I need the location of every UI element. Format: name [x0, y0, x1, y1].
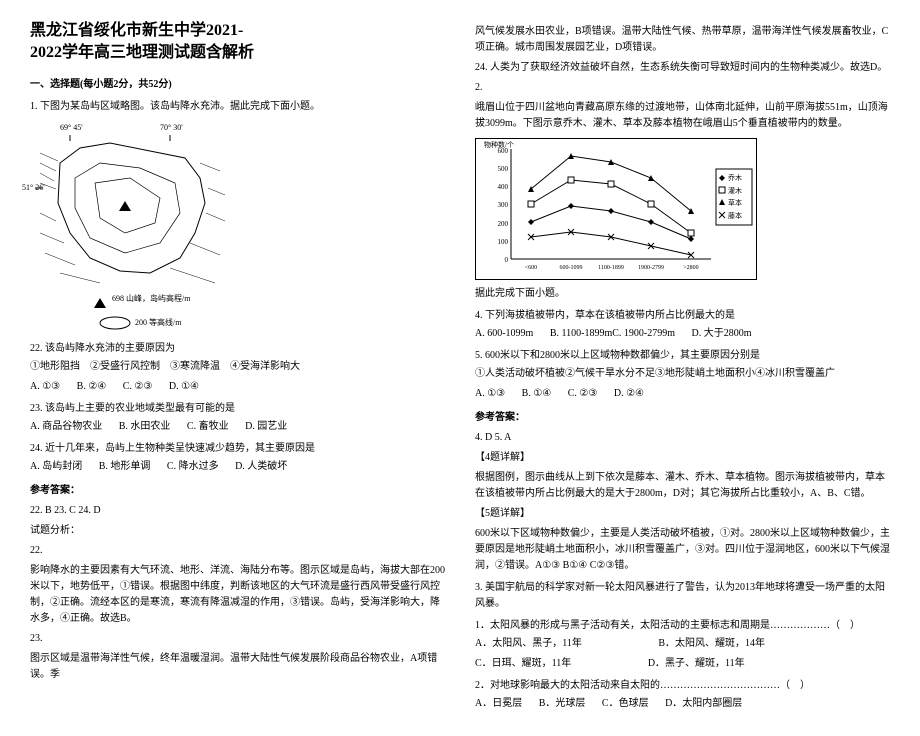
right-24: 24. 人类为了获取经济效益破坏自然，生态系统失衡可导致短时间内的生物种类减少。… [475, 60, 890, 76]
q4-d: D. 大于2800m [692, 326, 752, 342]
q24-c: C. 降水过多 [167, 459, 219, 475]
q22-opts: A. ①③ B. ②④ C. ②③ D. ①④ [30, 379, 445, 395]
q22-a: A. ①③ [30, 379, 60, 395]
q5-c: C. ②③ [568, 386, 598, 402]
page-title: 黑龙江省绥化市新生中学2021- 2022学年高三地理测试题含解析 [30, 20, 445, 65]
species-chart-svg: 0 100 200 300 400 500 600 物种数/个 <600 600… [476, 139, 756, 279]
svg-text:乔木: 乔木 [728, 173, 742, 182]
a22-head: 22. [30, 543, 445, 559]
ref-ans-1: 参考答案： [30, 483, 445, 499]
svg-text:0: 0 [505, 256, 509, 264]
svg-text:100: 100 [498, 238, 509, 246]
lat: 51° 26' [22, 183, 45, 192]
lon-right: 70° 30' [160, 123, 183, 132]
svg-text:600-1099: 600-1099 [560, 265, 583, 271]
svg-text:藤本: 藤本 [728, 211, 742, 220]
svg-text:灌木: 灌木 [728, 186, 742, 195]
ans-22-24: 22. B 23. C 24. D [30, 503, 445, 519]
q24-d: D. 人类破坏 [235, 459, 287, 475]
q3-2: 2．对地球影响最大的太阳活动来自太阳的………………………………（ ） [475, 678, 890, 694]
q1-intro: 1. 下图为某岛屿区域略图。该岛屿降水充沛。据此完成下面小题。 [30, 99, 445, 115]
q22: 22. 该岛屿降水充沛的主要原因为 [30, 341, 445, 357]
svg-text:物种数/个: 物种数/个 [484, 140, 514, 149]
svg-text:200: 200 [498, 220, 509, 228]
q3-1-b: B．太阳风、耀斑，14年 [658, 636, 765, 652]
a23-body: 图示区域是温带海洋性气候，终年温暖湿润。温带大陆性气候发展阶段商品谷物农业，A项… [30, 651, 445, 683]
svg-text:1900-2799: 1900-2799 [638, 265, 664, 271]
q22-lead: ①地形阻挡 ②受盛行风控制 ③寒流降温 ④受海洋影响大 [30, 359, 445, 375]
svg-text:1100-1899: 1100-1899 [598, 265, 624, 271]
chart-caption: 据此完成下面小题。 [475, 286, 890, 302]
species-chart: 0 100 200 300 400 500 600 物种数/个 <600 600… [475, 138, 757, 280]
q24-opts: A. 岛屿封闭 B. 地形单调 C. 降水过多 D. 人类破坏 [30, 459, 445, 475]
svg-text:>2800: >2800 [683, 265, 698, 271]
q4: 4. 下列海拔植被带内，草本在该植被带内所占比例最大的是 [475, 308, 890, 324]
q5: 5. 600米以下和2800米以上区域物种数都偏少，其主要原因分别是 [475, 348, 890, 364]
peak-legend: 698 山峰，岛屿高程/m [112, 293, 190, 304]
a23-head: 23. [30, 631, 445, 647]
q24: 24. 近十几年来，岛屿上生物种类呈快速减少趋势，其主要原因是 [30, 441, 445, 457]
q23-a: A. 商品谷物农业 [30, 419, 102, 435]
analysis-head: 试题分析： [30, 523, 445, 539]
map-figure: 69° 45' 70° 30' 51° 26' [30, 123, 230, 333]
lon-left: 69° 45' [60, 123, 83, 132]
jiexi5-head: 【5题详解】 [475, 506, 890, 522]
emei-intro: 峨眉山位于四川盆地向青藏高原东缘的过渡地带，山体南北延伸，山前平原海拔551m，… [475, 100, 890, 132]
q3-2-c: C．色球层 [602, 696, 649, 712]
blank-2: 2. [475, 80, 890, 96]
q24-b: B. 地形单调 [99, 459, 151, 475]
a22-body: 影响降水的主要因素有大气环流、地形、洋流、海陆分布等。图示区域是岛屿，海拔大部在… [30, 563, 445, 627]
q3-1-d: D．黑子、耀斑，11年 [648, 656, 745, 672]
q5-d: D. ②④ [614, 386, 644, 402]
q3-2-opts: A．日冕层 B．光球层 C．色球层 D．太阳内部圈层 [475, 696, 890, 712]
q5-a: A. ①③ [475, 386, 505, 402]
q23-d: D. 园艺业 [245, 419, 287, 435]
jiexi4-head: 【4题详解】 [475, 450, 890, 466]
q4-bc: B. 1100-1899mC. 1900-2799m [550, 326, 675, 342]
q23-opts: A. 商品谷物农业 B. 水田农业 C. 畜牧业 D. 园艺业 [30, 419, 445, 435]
q3-2-b: B．光球层 [539, 696, 586, 712]
svg-text:草本: 草本 [728, 198, 742, 207]
q3-1-opts-cd: C．日珥、耀斑，11年 D．黑子、耀斑，11年 [475, 656, 890, 672]
svg-text:<600: <600 [525, 265, 537, 271]
q23: 23. 该岛屿上主要的农业地域类型最有可能的是 [30, 401, 445, 417]
contour-legend: 200 等高线/m [135, 317, 181, 328]
jiexi5-body: 600米以下区域物种数偏少，主要是人类活动破坏植被，①对。2800米以上区域物种… [475, 526, 890, 574]
section-1-head: 一、选择题(每小题2分，共52分) [30, 77, 445, 93]
q3-1-a: A．太阳风、黑子，11年 [475, 636, 582, 652]
title-line2: 2022学年高三地理测试题含解析 [30, 44, 254, 61]
ans-line2: 4. D 5. A [475, 430, 890, 446]
q23-c: C. 畜牧业 [187, 419, 229, 435]
q3-2-d: D．太阳内部圈层 [665, 696, 742, 712]
q3-2-a: A．日冕层 [475, 696, 522, 712]
right-cont-23: 风气候发展水田农业，B项错误。温带大陆性气候、热带草原，温带海洋性气候发展畜牧业… [475, 24, 890, 56]
q3-1-c: C．日珥、耀斑，11年 [475, 656, 571, 672]
q24-a: A. 岛屿封闭 [30, 459, 82, 475]
svg-text:500: 500 [498, 165, 509, 173]
q22-c: C. ②③ [123, 379, 153, 395]
q3-1: 1．太阳风暴的形成与黑子活动有关，太阳活动的主要标志和周期是………………（ ） [475, 618, 890, 634]
ref-ans-2: 参考答案： [475, 410, 890, 426]
q23-b: B. 水田农业 [119, 419, 171, 435]
q22-d: D. ①④ [169, 379, 199, 395]
q4-opts: A. 600-1099m B. 1100-1899mC. 1900-2799m … [475, 326, 890, 342]
jiexi4-body: 根据图例，图示曲线从上到下依次是藤本、灌木、乔木、草本植物。图示海拔植被带内，草… [475, 470, 890, 502]
q5-lead: ①人类活动破坏植被②气候干旱水分不足③地形陡峭土地面积小④冰川积雪覆盖广 [475, 366, 890, 382]
title-line1: 黑龙江省绥化市新生中学2021- [30, 22, 243, 39]
q5-opts: A. ①③ B. ①④ C. ②③ D. ②④ [475, 386, 890, 402]
q22-b: B. ②④ [77, 379, 107, 395]
svg-text:300: 300 [498, 201, 509, 209]
q5-b: B. ①④ [522, 386, 552, 402]
q4-a: A. 600-1099m [475, 326, 533, 342]
q3-1-opts-ab: A．太阳风、黑子，11年 B．太阳风、耀斑，14年 [475, 636, 890, 652]
svg-text:400: 400 [498, 183, 509, 191]
q3-intro: 3. 美国宇航局的科学家对新一轮太阳风暴进行了警告，认为2013年地球将遭受一场… [475, 580, 890, 612]
